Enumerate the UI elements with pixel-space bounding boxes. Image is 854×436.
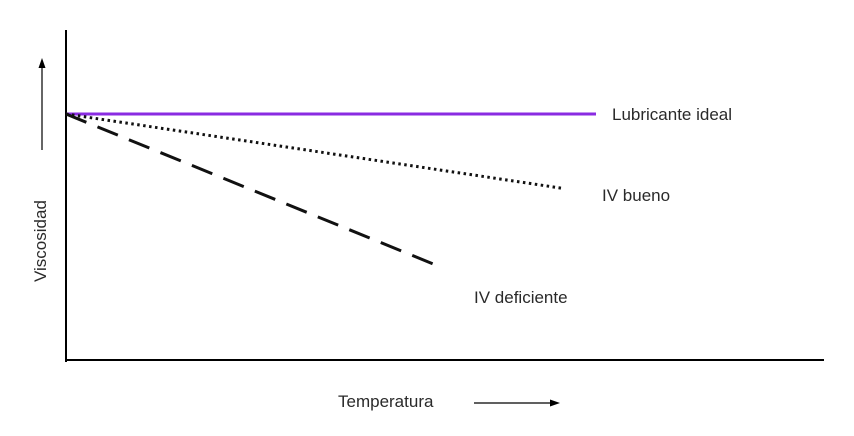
y-axis-arrow <box>38 58 46 150</box>
series-label-bueno: IV bueno <box>602 186 670 205</box>
y-axis-label: Viscosidad <box>31 200 50 282</box>
series-line-deficiente <box>65 112 443 270</box>
series-layer <box>65 112 596 270</box>
series-label-deficiente: IV deficiente <box>474 288 568 307</box>
x-axis-label: Temperatura <box>338 392 434 411</box>
x-axis-arrow <box>474 399 560 407</box>
series-line-bueno <box>65 112 565 191</box>
series-label-ideal: Lubricante ideal <box>612 105 732 124</box>
